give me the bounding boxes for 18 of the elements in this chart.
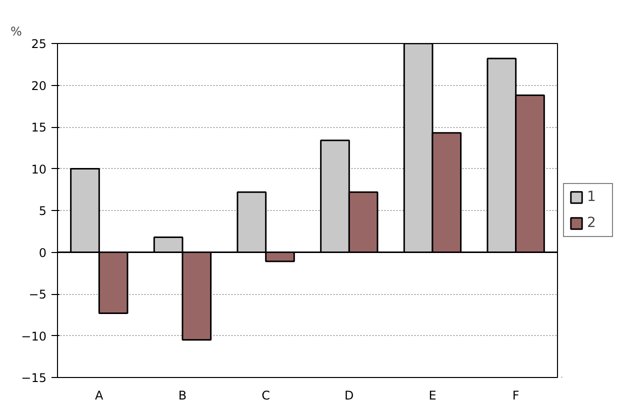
y-axis-title: % (10, 24, 22, 38)
y-tick-label: −5 (28, 288, 47, 302)
y-tick-label: 0 (38, 246, 47, 260)
legend-label: 2 (587, 215, 597, 231)
y-tick-label: −15 (21, 371, 47, 385)
x-tick-label: B (178, 388, 187, 402)
y-tick-label: 15 (31, 120, 47, 134)
y-tick-label: 10 (31, 162, 47, 176)
x-tick-label: A (95, 388, 104, 402)
y-tick-label: 5 (38, 204, 47, 218)
y-tick-label: 25 (31, 37, 47, 51)
x-tick-label: C (262, 388, 270, 402)
x-tick-label: E (428, 388, 436, 402)
legend-label: 1 (587, 189, 597, 205)
y-tick-label: −10 (21, 329, 47, 344)
x-tick-label: F (512, 388, 520, 402)
y-tick-label: 20 (31, 78, 47, 93)
x-tick-label: D (344, 388, 354, 402)
